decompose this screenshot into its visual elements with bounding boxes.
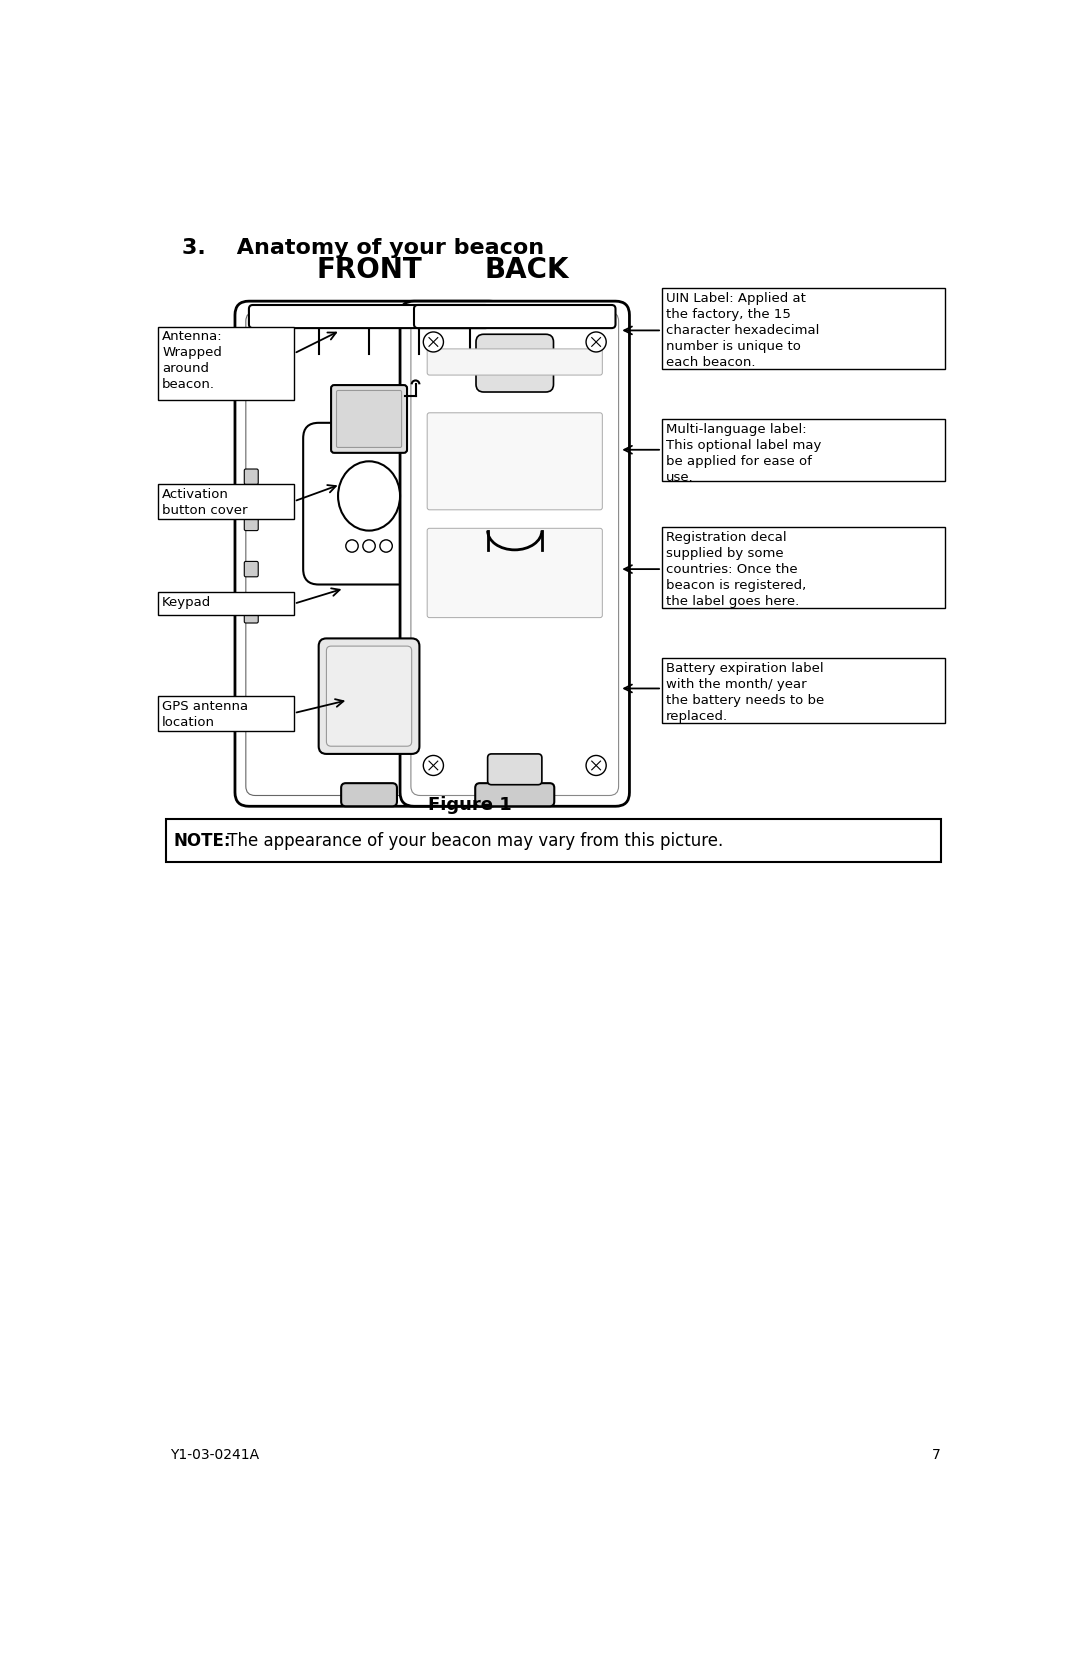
Circle shape [423, 332, 444, 352]
FancyBboxPatch shape [428, 349, 603, 376]
Text: Figure 1: Figure 1 [428, 796, 512, 814]
Ellipse shape [338, 461, 400, 531]
Text: 3.    Anatomy of your beacon: 3. Anatomy of your beacon [181, 239, 543, 259]
FancyBboxPatch shape [246, 312, 492, 796]
Circle shape [423, 756, 444, 776]
FancyBboxPatch shape [414, 305, 616, 329]
FancyBboxPatch shape [166, 819, 941, 861]
Text: Keypad: Keypad [162, 596, 212, 609]
FancyBboxPatch shape [326, 646, 411, 746]
FancyBboxPatch shape [319, 639, 419, 754]
Text: GPS antenna
location: GPS antenna location [162, 699, 248, 729]
Circle shape [380, 539, 392, 552]
FancyBboxPatch shape [662, 419, 945, 481]
FancyBboxPatch shape [244, 469, 258, 484]
FancyBboxPatch shape [662, 289, 945, 369]
Circle shape [346, 539, 359, 552]
FancyBboxPatch shape [159, 592, 294, 616]
FancyBboxPatch shape [248, 305, 489, 329]
Text: Y1-03-0241A: Y1-03-0241A [170, 1449, 259, 1462]
Text: FRONT: FRONT [316, 257, 422, 284]
FancyBboxPatch shape [410, 312, 619, 796]
Text: 7: 7 [932, 1449, 941, 1462]
Text: Antenna:
Wrapped
around
beacon.: Antenna: Wrapped around beacon. [162, 330, 222, 392]
FancyBboxPatch shape [662, 527, 945, 608]
Text: Multi-language label:
This optional label may
be applied for ease of
use.: Multi-language label: This optional labe… [666, 422, 821, 484]
FancyBboxPatch shape [662, 658, 945, 723]
Text: Registration decal
supplied by some
countries: Once the
beacon is registered,
th: Registration decal supplied by some coun… [666, 531, 806, 608]
Circle shape [586, 756, 606, 776]
FancyBboxPatch shape [476, 334, 554, 392]
FancyBboxPatch shape [332, 386, 407, 452]
FancyBboxPatch shape [159, 484, 294, 519]
Text: The appearance of your beacon may vary from this picture.: The appearance of your beacon may vary f… [221, 831, 723, 850]
FancyBboxPatch shape [159, 327, 294, 399]
FancyBboxPatch shape [341, 783, 397, 806]
Text: UIN Label: Applied at
the factory, the 15
character hexadecimal
number is unique: UIN Label: Applied at the factory, the 1… [666, 292, 820, 369]
FancyBboxPatch shape [303, 422, 435, 584]
FancyBboxPatch shape [235, 300, 503, 806]
Text: Activation
button cover: Activation button cover [162, 489, 247, 517]
Text: NOTE:: NOTE: [174, 831, 231, 850]
FancyBboxPatch shape [475, 783, 554, 806]
FancyBboxPatch shape [428, 529, 603, 618]
Circle shape [586, 332, 606, 352]
FancyBboxPatch shape [244, 516, 258, 531]
FancyBboxPatch shape [400, 300, 630, 806]
Circle shape [363, 539, 375, 552]
FancyBboxPatch shape [159, 696, 294, 731]
FancyBboxPatch shape [488, 754, 542, 784]
Text: Battery expiration label
with the month/ year
the battery needs to be
replaced.: Battery expiration label with the month/… [666, 661, 824, 723]
FancyBboxPatch shape [244, 608, 258, 623]
FancyBboxPatch shape [244, 561, 258, 577]
FancyBboxPatch shape [337, 391, 402, 447]
Text: BACK: BACK [484, 257, 569, 284]
FancyBboxPatch shape [428, 412, 603, 509]
